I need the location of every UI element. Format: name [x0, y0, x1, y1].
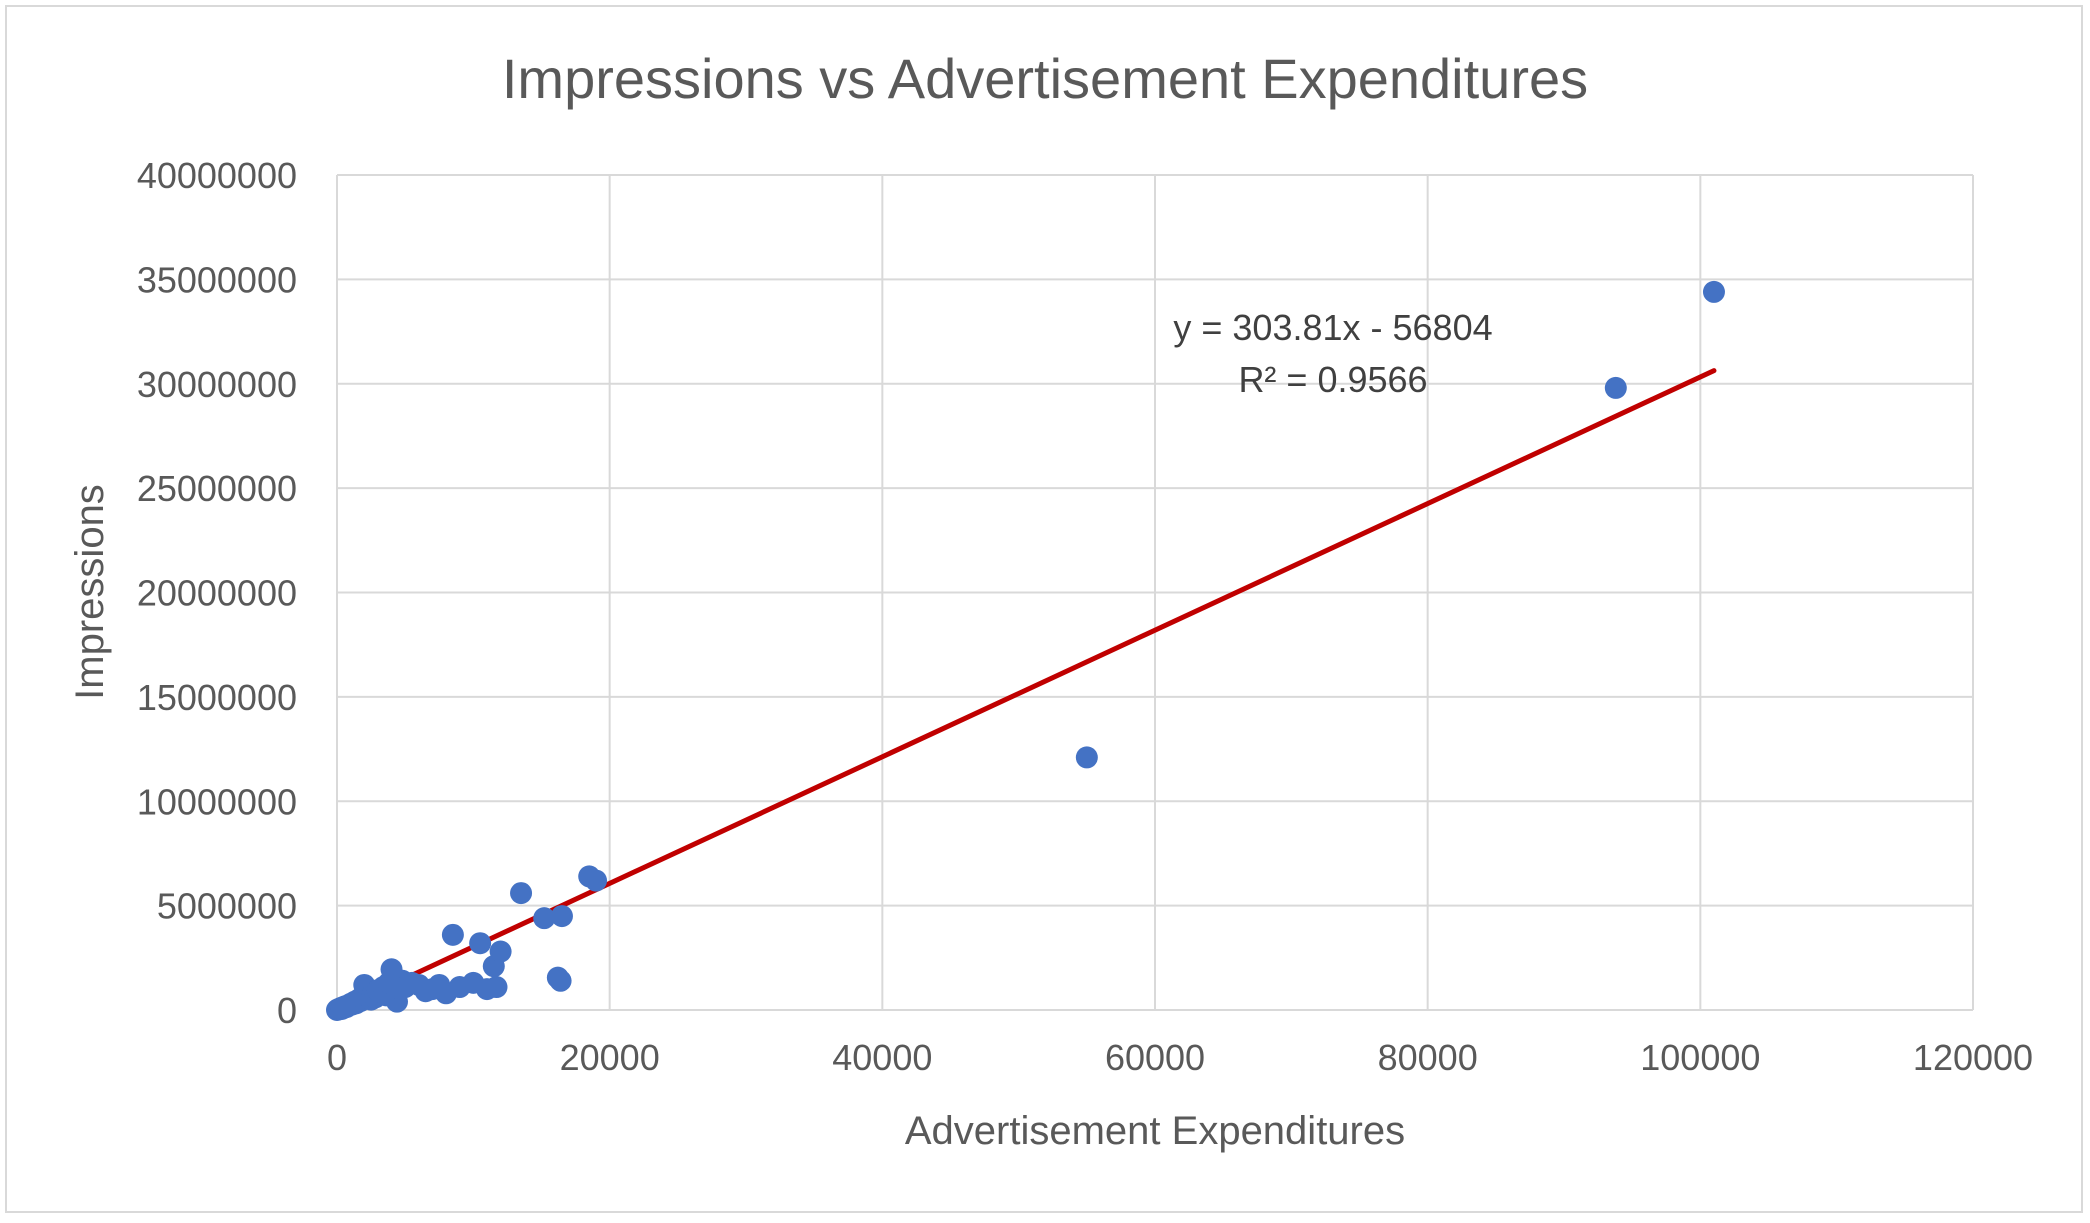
data-point — [549, 969, 572, 992]
x-tick-label: 20000 — [560, 1037, 660, 1078]
data-point — [510, 882, 533, 905]
data-point — [441, 923, 464, 946]
trendline-layer — [334, 368, 1717, 1013]
data-point — [585, 869, 608, 892]
y-tick-label: 10000000 — [137, 781, 297, 822]
x-tick-label: 120000 — [1913, 1037, 2033, 1078]
data-point — [533, 907, 556, 930]
x-tick-label: 60000 — [1105, 1037, 1205, 1078]
y-tick-label: 0 — [277, 990, 297, 1031]
trendline-equation: y = 303.81x - 56804 — [1173, 307, 1492, 348]
data-point — [550, 905, 573, 928]
data-points — [326, 280, 1725, 1021]
y-tick-label: 20000000 — [137, 573, 297, 614]
data-point — [1604, 376, 1627, 399]
trendline-r-squared: R² = 0.9566 — [1238, 359, 1427, 400]
y-tick-label: 25000000 — [137, 468, 297, 509]
data-point — [1075, 746, 1098, 769]
data-point — [489, 940, 512, 963]
data-point — [1702, 280, 1725, 303]
x-tick-label: 100000 — [1640, 1037, 1760, 1078]
y-tick-label: 30000000 — [137, 364, 297, 405]
x-tick-label: 80000 — [1378, 1037, 1478, 1078]
x-tick-label: 0 — [327, 1037, 347, 1078]
y-tick-label: 15000000 — [137, 677, 297, 718]
y-axis-title: Impressions — [68, 484, 112, 700]
y-tick-label: 5000000 — [157, 886, 297, 927]
y-tick-label: 40000000 — [137, 155, 297, 196]
linear-trendline — [334, 368, 1717, 1013]
gridlines — [336, 174, 1974, 1011]
data-point — [485, 976, 508, 999]
x-axis-title: Advertisement Expenditures — [905, 1109, 1405, 1153]
y-tick-label: 35000000 — [137, 259, 297, 300]
chart-title: Impressions vs Advertisement Expenditure… — [502, 47, 1588, 110]
tick-labels: 0 5000000 10000000 15000000 20000000 25000000… — [137, 155, 2033, 1078]
data-point — [469, 932, 492, 955]
x-tick-label: 40000 — [832, 1037, 932, 1078]
